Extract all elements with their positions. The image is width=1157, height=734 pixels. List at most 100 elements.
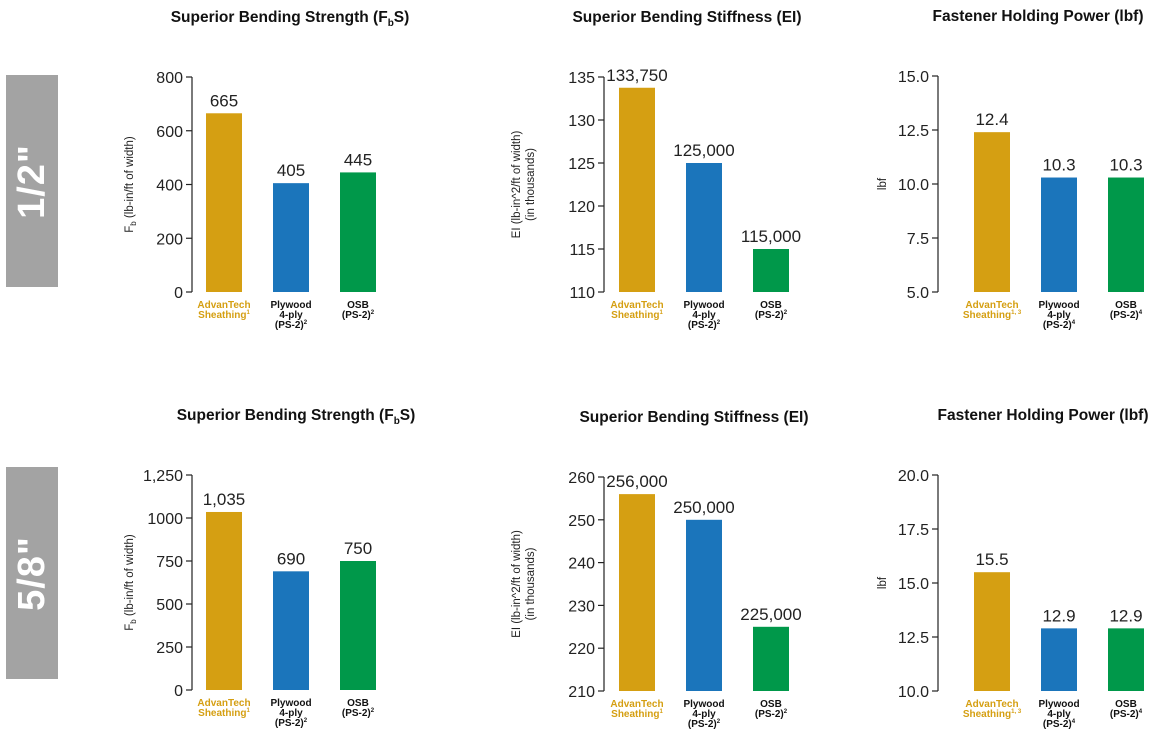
category-label-advantech: Sheathing1 [611, 310, 663, 321]
category-label-osb: (PS-2)2 [342, 708, 375, 719]
bar-value-label: 750 [344, 539, 372, 558]
bar-value-label: 250,000 [673, 498, 734, 517]
chart-title: Superior Bending Strength (FbS) [171, 9, 410, 29]
bar-advantech [619, 87, 655, 292]
chart-title: Fastener Holding Power (lbf) [933, 8, 1144, 25]
bar-value-label: 256,000 [606, 472, 667, 491]
y-tick-label: 15.0 [898, 576, 929, 593]
category-label-plywood: (PS-2)2 [688, 320, 721, 331]
category-label-plywood: Plywood [270, 300, 311, 311]
chart-title: Fastener Holding Power (lbf) [938, 407, 1149, 424]
y-tick-label: 12.5 [898, 630, 929, 647]
bar-osb [753, 626, 789, 691]
chart-title: Superior Bending Strength (FbS) [177, 407, 416, 427]
bar-value-label: 15.5 [975, 550, 1008, 569]
bar-value-label: 445 [344, 150, 372, 169]
category-label-advantech: AdvanTech [610, 300, 663, 311]
bar-value-label: 665 [210, 91, 238, 110]
bar-plywood [1041, 177, 1077, 292]
y-tick-label: 250 [568, 513, 595, 530]
category-label-plywood: 4-ply [279, 310, 303, 321]
bar-value-label: 115,000 [741, 227, 801, 246]
chart-5: Superior Bending Stiffness (EI) EI (lb-in… [511, 409, 809, 730]
row-label-half-inch: 1/2" [6, 75, 58, 287]
category-label-advantech: Sheathing1 [198, 708, 250, 719]
category-label-osb: OSB [347, 300, 369, 311]
category-label-plywood: (PS-2)2 [275, 320, 308, 331]
y-tick-label: 130 [568, 113, 595, 130]
category-label-plywood: Plywood [270, 698, 311, 709]
y-tick-label: 135 [568, 70, 595, 87]
bar-plywood [273, 183, 309, 292]
y-tick-label: 220 [568, 641, 595, 658]
category-label-osb: (PS-2)2 [342, 310, 375, 321]
category-label-advantech: AdvanTech [965, 300, 1018, 311]
y-tick-label: 230 [568, 598, 595, 615]
chart-title: Superior Bending Stiffness (EI) [572, 9, 801, 26]
bar-value-label: 10.3 [1042, 156, 1075, 175]
bar-advantech [974, 132, 1010, 292]
y-axis-label: (in thousands) [525, 547, 537, 620]
category-label-advantech: Sheathing1 [198, 310, 250, 321]
y-tick-label: 5.0 [907, 285, 929, 302]
bar-value-label: 125,000 [673, 141, 734, 160]
bar-value-label: 405 [277, 161, 305, 180]
category-label-plywood: Plywood [683, 699, 724, 710]
y-axis-label: Fb (lb-in/ft of width) [124, 534, 138, 631]
bar-osb [340, 561, 376, 690]
bar-value-label: 10.3 [1109, 156, 1142, 175]
y-axis-label: (in thousands) [525, 148, 537, 221]
bar-advantech [974, 572, 1010, 691]
category-label-osb: (PS-2)2 [755, 310, 788, 321]
y-tick-label: 800 [156, 70, 183, 87]
y-tick-label: 200 [156, 231, 183, 248]
y-tick-label: 400 [156, 178, 183, 195]
bar-osb [753, 249, 789, 292]
category-label-advantech: AdvanTech [610, 699, 663, 710]
y-tick-label: 20.0 [898, 468, 929, 485]
category-label-osb: (PS-2)4 [1110, 310, 1143, 321]
y-axis-label: lbf [877, 177, 889, 190]
bar-advantech [619, 494, 655, 691]
y-axis-label: EI (lb-in^2/ft of width) [511, 131, 523, 239]
bar-value-label: 690 [277, 549, 305, 568]
y-tick-label: 250 [156, 640, 183, 657]
category-label-osb: OSB [760, 699, 782, 710]
category-label-plywood: Plywood [1038, 300, 1079, 311]
category-label-plywood: 4-ply [279, 708, 303, 719]
y-tick-label: 110 [569, 285, 595, 302]
y-tick-label: 10.0 [898, 684, 929, 701]
category-label-advantech: AdvanTech [965, 699, 1018, 710]
y-tick-label: 210 [568, 684, 595, 701]
category-label-osb: (PS-2)2 [755, 709, 788, 720]
y-tick-label: 240 [568, 556, 595, 573]
y-axis-label: EI (lb-in^2/ft of width) [511, 530, 523, 638]
y-tick-label: 500 [156, 597, 183, 614]
category-label-plywood: 4-ply [692, 310, 716, 321]
category-label-advantech: Sheathing1, 3 [963, 310, 1022, 321]
category-label-plywood: (PS-2)2 [275, 718, 308, 729]
chart-1: Superior Bending Strength (FbS) Fb (lb-in… [124, 9, 409, 331]
category-label-plywood: 4-ply [1047, 310, 1071, 321]
chart-6: Fastener Holding Power (lbf) lbf 10.0 12.5 1… [877, 407, 1148, 730]
bar-value-label: 225,000 [740, 605, 801, 624]
category-label-plywood: Plywood [683, 300, 724, 311]
category-label-plywood: 4-ply [1047, 709, 1071, 720]
y-tick-label: 260 [568, 470, 595, 487]
y-tick-label: 1000 [147, 511, 183, 528]
bar-osb [1108, 628, 1144, 691]
category-label-plywood: Plywood [1038, 699, 1079, 710]
y-tick-label: 115 [569, 242, 595, 259]
y-tick-label: 125 [568, 156, 595, 173]
y-tick-label: 0 [174, 683, 183, 700]
bar-value-label: 133,750 [606, 66, 667, 85]
category-label-advantech: AdvanTech [197, 300, 250, 311]
bar-plywood [686, 163, 722, 292]
y-tick-label: 0 [174, 285, 183, 302]
y-axis-label: lbf [877, 576, 889, 589]
bar-osb [1108, 177, 1144, 292]
bar-value-label: 12.9 [1109, 606, 1142, 625]
bar-value-label: 12.9 [1042, 606, 1075, 625]
category-label-plywood: (PS-2)4 [1043, 320, 1076, 331]
bar-osb [340, 172, 376, 292]
